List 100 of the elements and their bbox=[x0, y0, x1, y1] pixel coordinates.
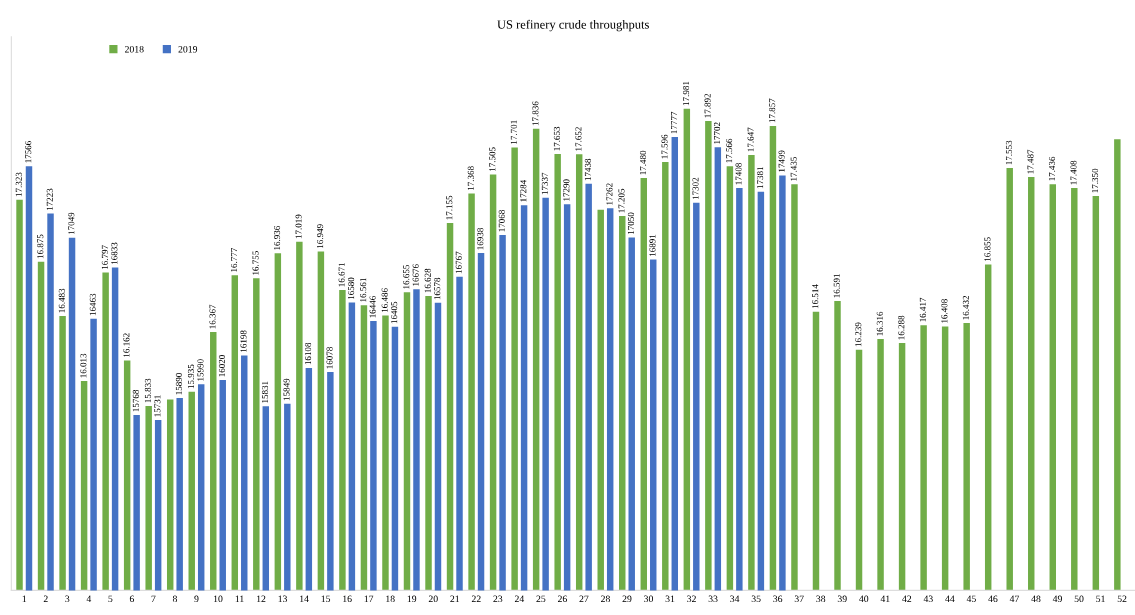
x-tick-label: 42 bbox=[902, 595, 912, 603]
data-label: 17777 bbox=[670, 111, 677, 134]
data-label: 17.981 bbox=[683, 81, 690, 106]
x-tick-label: 14 bbox=[300, 595, 309, 603]
legend-label: 2019 bbox=[178, 45, 198, 53]
data-label: 17068 bbox=[498, 210, 505, 232]
data-label: 17702 bbox=[714, 122, 721, 144]
x-tick-label: 27 bbox=[579, 595, 589, 603]
data-label: 16198 bbox=[240, 330, 247, 352]
x-tick-label: 37 bbox=[794, 595, 804, 603]
data-label: 17.566 bbox=[726, 138, 733, 163]
data-label: 16.628 bbox=[424, 268, 431, 293]
data-label: 16446 bbox=[369, 296, 376, 318]
data-label: 16.408 bbox=[941, 299, 948, 323]
data-label: 17337 bbox=[541, 172, 548, 195]
data-label: 17.701 bbox=[510, 120, 517, 144]
data-label: 16580 bbox=[348, 277, 355, 300]
x-tick-label: 17 bbox=[364, 595, 374, 603]
data-label: 16.417 bbox=[919, 297, 926, 322]
data-label: 16463 bbox=[89, 293, 96, 316]
data-label: 17290 bbox=[563, 179, 570, 201]
x-tick-label: 41 bbox=[880, 595, 890, 603]
data-label: 16.483 bbox=[58, 288, 65, 313]
x-tick-label: 19 bbox=[407, 595, 417, 603]
x-tick-label: 2 bbox=[43, 595, 48, 603]
data-label: 17.553 bbox=[1005, 140, 1013, 165]
data-label: 17049 bbox=[68, 212, 75, 235]
x-tick-label: 4 bbox=[86, 595, 92, 603]
x-tick-label: 43 bbox=[923, 595, 933, 603]
data-label: 16108 bbox=[305, 342, 312, 365]
legend-label: 2018 bbox=[125, 45, 144, 53]
x-tick-label: 38 bbox=[816, 595, 826, 603]
x-tick-label: 18 bbox=[386, 595, 395, 603]
data-label: 17.647 bbox=[747, 127, 754, 152]
x-tick-label: 34 bbox=[730, 595, 740, 603]
data-label: 17050 bbox=[627, 212, 634, 234]
data-label: 17438 bbox=[584, 158, 591, 181]
data-label: 16578 bbox=[434, 277, 441, 300]
data-label: 16833 bbox=[111, 242, 118, 264]
x-tick-label: 33 bbox=[708, 595, 718, 603]
data-label: 15890 bbox=[175, 373, 182, 395]
x-tick-label: 50 bbox=[1074, 595, 1084, 603]
x-tick-label: 28 bbox=[601, 595, 610, 603]
data-label: 17.480 bbox=[639, 150, 647, 175]
data-label: 16676 bbox=[412, 264, 419, 286]
data-label: 17.505 bbox=[489, 147, 496, 172]
chart-title: US refinery crude throughputs bbox=[497, 19, 649, 32]
data-label: 16.949 bbox=[317, 224, 324, 248]
data-label: 16.367 bbox=[209, 304, 216, 329]
x-tick-label: 47 bbox=[1009, 595, 1020, 603]
data-label: 17262 bbox=[606, 183, 613, 205]
data-label: 16.855 bbox=[984, 237, 991, 261]
x-tick-label: 21 bbox=[450, 595, 460, 603]
data-label: 17.487 bbox=[1027, 149, 1034, 174]
data-label: 16.777 bbox=[230, 247, 238, 272]
x-tick-label: 6 bbox=[129, 595, 135, 603]
data-label: 17.857 bbox=[769, 98, 776, 123]
x-tick-label: 32 bbox=[687, 595, 696, 603]
x-tick-label: 13 bbox=[278, 595, 288, 603]
x-tick-label: 46 bbox=[988, 595, 998, 603]
data-label: 16.013 bbox=[80, 353, 87, 378]
data-label: 17284 bbox=[520, 179, 527, 202]
data-label: 17408 bbox=[735, 163, 742, 185]
data-label: 16.936 bbox=[274, 225, 281, 250]
x-tick-label: 5 bbox=[108, 595, 113, 603]
data-label: 17.350 bbox=[1091, 168, 1099, 193]
data-label: 15849 bbox=[283, 378, 290, 401]
x-tick-label: 45 bbox=[966, 595, 976, 603]
data-label: 16.561 bbox=[360, 278, 367, 302]
x-tick-label: 51 bbox=[1096, 595, 1105, 603]
x-tick-label: 48 bbox=[1031, 595, 1041, 603]
data-label: 17.652 bbox=[575, 127, 582, 151]
data-label: 17.408 bbox=[1070, 160, 1077, 185]
data-label: 16.755 bbox=[252, 251, 259, 275]
data-label: 16020 bbox=[218, 355, 225, 377]
x-tick-label: 24 bbox=[514, 595, 525, 603]
x-tick-label: 9 bbox=[194, 595, 199, 603]
data-label: 16.591 bbox=[833, 274, 840, 298]
x-tick-label: 40 bbox=[859, 595, 869, 603]
data-label: 16767 bbox=[455, 251, 462, 274]
x-tick-label: 20 bbox=[428, 595, 438, 603]
x-tick-label: 11 bbox=[235, 595, 244, 603]
data-label: 15.833 bbox=[144, 378, 151, 403]
data-label: 15731 bbox=[154, 395, 161, 417]
data-label: 15831 bbox=[261, 381, 269, 403]
x-tick-label: 31 bbox=[665, 595, 675, 603]
data-label: 16.486 bbox=[381, 288, 388, 313]
data-label: 16.797 bbox=[101, 245, 108, 269]
x-tick-label: 26 bbox=[557, 595, 567, 603]
x-tick-label: 1 bbox=[22, 595, 27, 603]
data-label: 16405 bbox=[391, 301, 398, 324]
x-tick-label: 3 bbox=[65, 595, 70, 603]
x-tick-label: 36 bbox=[773, 595, 783, 603]
x-tick-label: 23 bbox=[493, 595, 503, 603]
data-label: 16.655 bbox=[403, 264, 410, 289]
data-label: 16.239 bbox=[855, 322, 862, 347]
data-label: 17499 bbox=[778, 150, 785, 172]
x-tick-label: 29 bbox=[622, 595, 632, 603]
data-label: 15.935 bbox=[187, 364, 195, 389]
data-label: 17.323 bbox=[15, 172, 22, 197]
